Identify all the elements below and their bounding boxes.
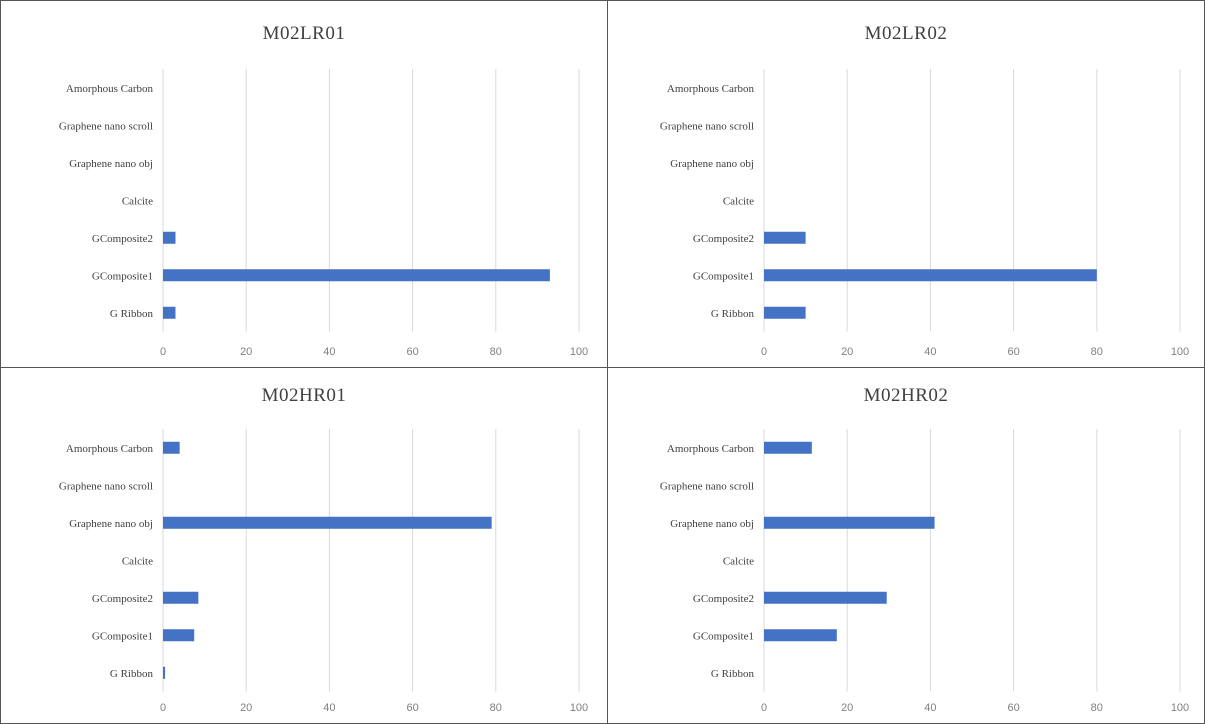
bar	[163, 516, 492, 529]
chart-title-m02hr02: M02HR02	[864, 385, 949, 406]
x-tick-label: 60	[1007, 702, 1019, 714]
bar	[163, 441, 180, 454]
category-label: Amorphous Carbon	[667, 443, 755, 455]
x-tick-label: 60	[1007, 346, 1019, 358]
category-label: Graphene nano obj	[69, 518, 153, 530]
x-tick-label: 40	[323, 702, 335, 714]
bar	[764, 231, 806, 244]
chart-panel-m02lr01: M02LR01 0 20 40 60 80 100 G Ribbon GComposite1 GC…	[0, 0, 608, 368]
x-tick-label: 20	[841, 346, 853, 358]
category-label: Graphene nano scroll	[59, 120, 153, 132]
bar-chart-m02lr01: M02LR01 0 20 40 60 80 100 G Ribbon GComposite1 GC…	[59, 23, 588, 358]
category-label: Amorphous Carbon	[66, 83, 154, 95]
x-tick-label: 40	[924, 702, 936, 714]
bar	[764, 441, 812, 454]
x-tick-label: 0	[160, 346, 166, 358]
category-label: G Ribbon	[110, 308, 154, 320]
category-label: Calcite	[122, 555, 153, 567]
x-tick-label: 80	[1091, 702, 1103, 714]
category-label: Graphene nano obj	[670, 518, 754, 530]
category-label: G Ribbon	[711, 308, 755, 320]
bar	[163, 629, 195, 642]
chart-title-m02lr01: M02LR01	[263, 23, 346, 44]
bar	[764, 306, 806, 319]
category-label: Calcite	[723, 195, 754, 207]
category-label: G Ribbon	[110, 668, 154, 680]
x-tick-label: 20	[240, 702, 252, 714]
bar	[764, 629, 837, 642]
category-label: Graphene nano obj	[69, 158, 153, 170]
category-label: Graphene nano scroll	[660, 480, 754, 492]
category-label: Amorphous Carbon	[667, 83, 755, 95]
bar	[764, 516, 935, 529]
chart-panel-m02lr02: M02LR02 0 20 40 60 80 100 G Ribbon GComposite1 GC…	[607, 0, 1205, 368]
bar	[163, 231, 176, 244]
category-label: GComposite1	[693, 270, 754, 282]
category-label: GComposite2	[92, 593, 153, 605]
bar-chart-m02hr02: M02HR02 0 20 40 60 80 100 G Ribbon GComposite1 GC…	[660, 385, 1189, 714]
category-label: Calcite	[122, 195, 153, 207]
category-label: Calcite	[723, 555, 754, 567]
x-tick-label: 100	[570, 702, 588, 714]
x-tick-label: 100	[1171, 702, 1189, 714]
chart-panel-m02hr02: M02HR02 0 20 40 60 80 100 G Ribbon GComposite1 GC…	[607, 367, 1205, 724]
bar	[163, 269, 550, 282]
chart-title-m02hr01: M02HR01	[262, 385, 347, 406]
category-label: GComposite2	[693, 233, 754, 245]
x-tick-label: 40	[323, 346, 335, 358]
chart-panel-m02hr01: M02HR01 0 20 40 60 80 100 G Ribbon GComposite1 GC…	[0, 367, 608, 724]
bar	[764, 591, 887, 604]
category-label: Amorphous Carbon	[66, 443, 154, 455]
category-label: G Ribbon	[711, 668, 755, 680]
x-tick-label: 100	[570, 346, 588, 358]
category-label: GComposite1	[693, 630, 754, 642]
bar	[764, 269, 1097, 282]
bar-chart-m02lr02: M02LR02 0 20 40 60 80 100 G Ribbon GComposite1 GC…	[660, 23, 1189, 358]
category-label: Graphene nano obj	[670, 158, 754, 170]
category-label: GComposite1	[92, 270, 153, 282]
bar	[163, 306, 176, 319]
chart-title-m02lr02: M02LR02	[865, 23, 948, 44]
x-tick-label: 60	[406, 346, 418, 358]
bar-chart-m02hr01: M02HR01 0 20 40 60 80 100 G Ribbon GComposite1 GC…	[59, 385, 588, 714]
x-tick-label: 80	[490, 702, 502, 714]
bar	[163, 591, 199, 604]
category-label: Graphene nano scroll	[59, 480, 153, 492]
x-tick-label: 20	[841, 702, 853, 714]
x-tick-label: 0	[160, 702, 166, 714]
x-tick-label: 0	[761, 346, 767, 358]
x-tick-label: 60	[406, 702, 418, 714]
x-tick-label: 80	[490, 346, 502, 358]
x-tick-label: 40	[924, 346, 936, 358]
x-tick-label: 80	[1091, 346, 1103, 358]
category-label: GComposite1	[92, 630, 153, 642]
x-tick-label: 0	[761, 702, 767, 714]
x-tick-label: 100	[1171, 346, 1189, 358]
bar	[163, 666, 166, 679]
category-label: GComposite2	[693, 593, 754, 605]
category-label: Graphene nano scroll	[660, 120, 754, 132]
category-label: GComposite2	[92, 233, 153, 245]
x-tick-label: 20	[240, 346, 252, 358]
